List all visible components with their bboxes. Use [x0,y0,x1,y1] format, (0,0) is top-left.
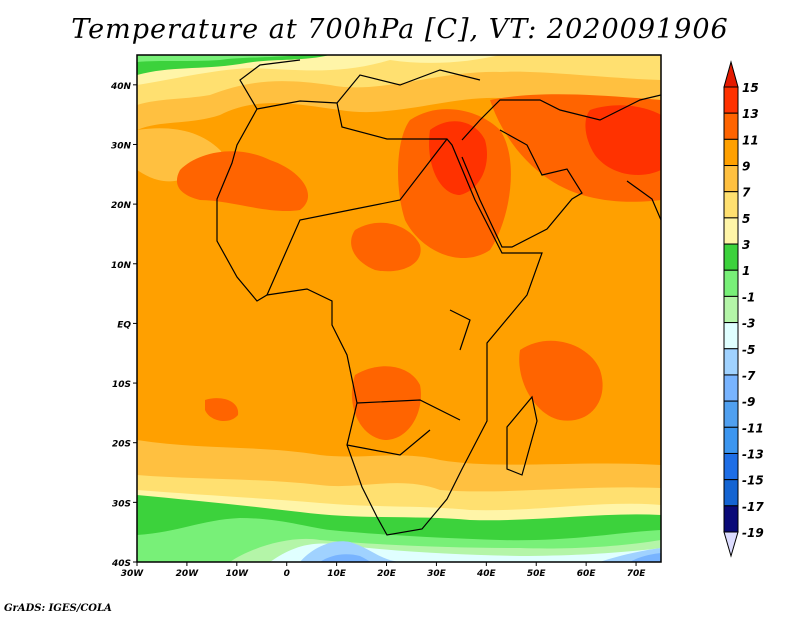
lon-tick-label: 10W [226,569,250,579]
colorbar-label: 1 [742,264,750,278]
colorbar-label: -9 [742,395,755,409]
colorbar-label: -7 [742,369,756,383]
colorbar-label: 13 [742,107,759,121]
colorbar-swatch [723,295,739,324]
lat-tick-label: EQ [117,320,131,330]
lon-tick-label: 60E [577,569,597,579]
footer-credit: GrADS: IGES/COLA [4,603,112,614]
colorbar-label: 5 [742,212,750,226]
lon-tick-label: 40E [476,569,497,579]
lon-tick-label: 30W [121,569,145,579]
lat-tick-label: 30N [111,141,132,151]
lat-tick-label: 40S [111,559,131,569]
colorbar-label: 7 [742,186,751,200]
colorbar-label: -5 [742,343,755,357]
colorbar-swatch [723,138,739,167]
colorbar-label: -3 [742,317,755,331]
lon-tick-label: 70E [627,569,647,579]
colorbar-swatch [723,191,739,219]
lon-tick-label: 10E [327,569,347,579]
colorbar-label: 3 [742,238,750,252]
colorbar-swatch [723,322,739,350]
colorbar-swatch [723,505,739,533]
lon-tick-label: 0 [284,569,290,579]
lat-tick-label: 20N [111,201,132,211]
lon-tick-label: 20W [176,569,200,579]
lat-tick-label: 30S [112,499,131,509]
colorbar-swatch [723,243,739,271]
colorbar-label: -11 [742,421,764,435]
temperature-field [137,55,661,562]
map-frame [136,54,662,563]
colorbar-swatch [723,348,739,376]
colorbar-label: -13 [742,447,764,461]
colorbar-swatch [723,426,739,454]
colorbar-over-triangle [723,60,739,88]
colorbar-label: 11 [742,133,759,147]
colorbar-swatch [723,269,739,297]
colorbar-swatch [723,479,739,507]
colorbar-label: -1 [742,290,755,304]
colorbar-swatch [723,400,739,428]
lat-tick-label: 20S [112,440,131,450]
colorbar-label: -19 [742,526,764,540]
colorbar: 15 13 11 9 7 5 3 1 -1 -3 -5 -7 -9 -11 -13 -15 -17 -19 [723,60,764,558]
colorbar-under-triangle [723,531,739,558]
coastlines [216,59,661,536]
colorbar-swatch [723,374,739,402]
lon-tick-label: 20E [377,569,397,579]
colorbar-label: -15 [742,474,764,488]
colorbar-label: 15 [742,81,759,95]
colorbar-swatch [723,112,739,140]
colorbar-swatch [723,86,739,114]
lon-tick-label: 30E [427,569,447,579]
colorbar-swatch [723,217,739,245]
lat-tick-label: 40N [110,82,132,92]
lat-tick-label: 10N [111,261,132,271]
colorbar-label: -17 [742,500,764,514]
lon-tick-label: 50E [527,569,547,579]
colorbar-swatch [723,165,739,193]
chart-title: Temperature at 700hPa [C], VT: 202009190… [71,14,729,45]
colorbar-swatch [723,452,739,481]
lat-tick-label: 10S [112,380,131,390]
colorbar-label: 9 [742,160,750,174]
